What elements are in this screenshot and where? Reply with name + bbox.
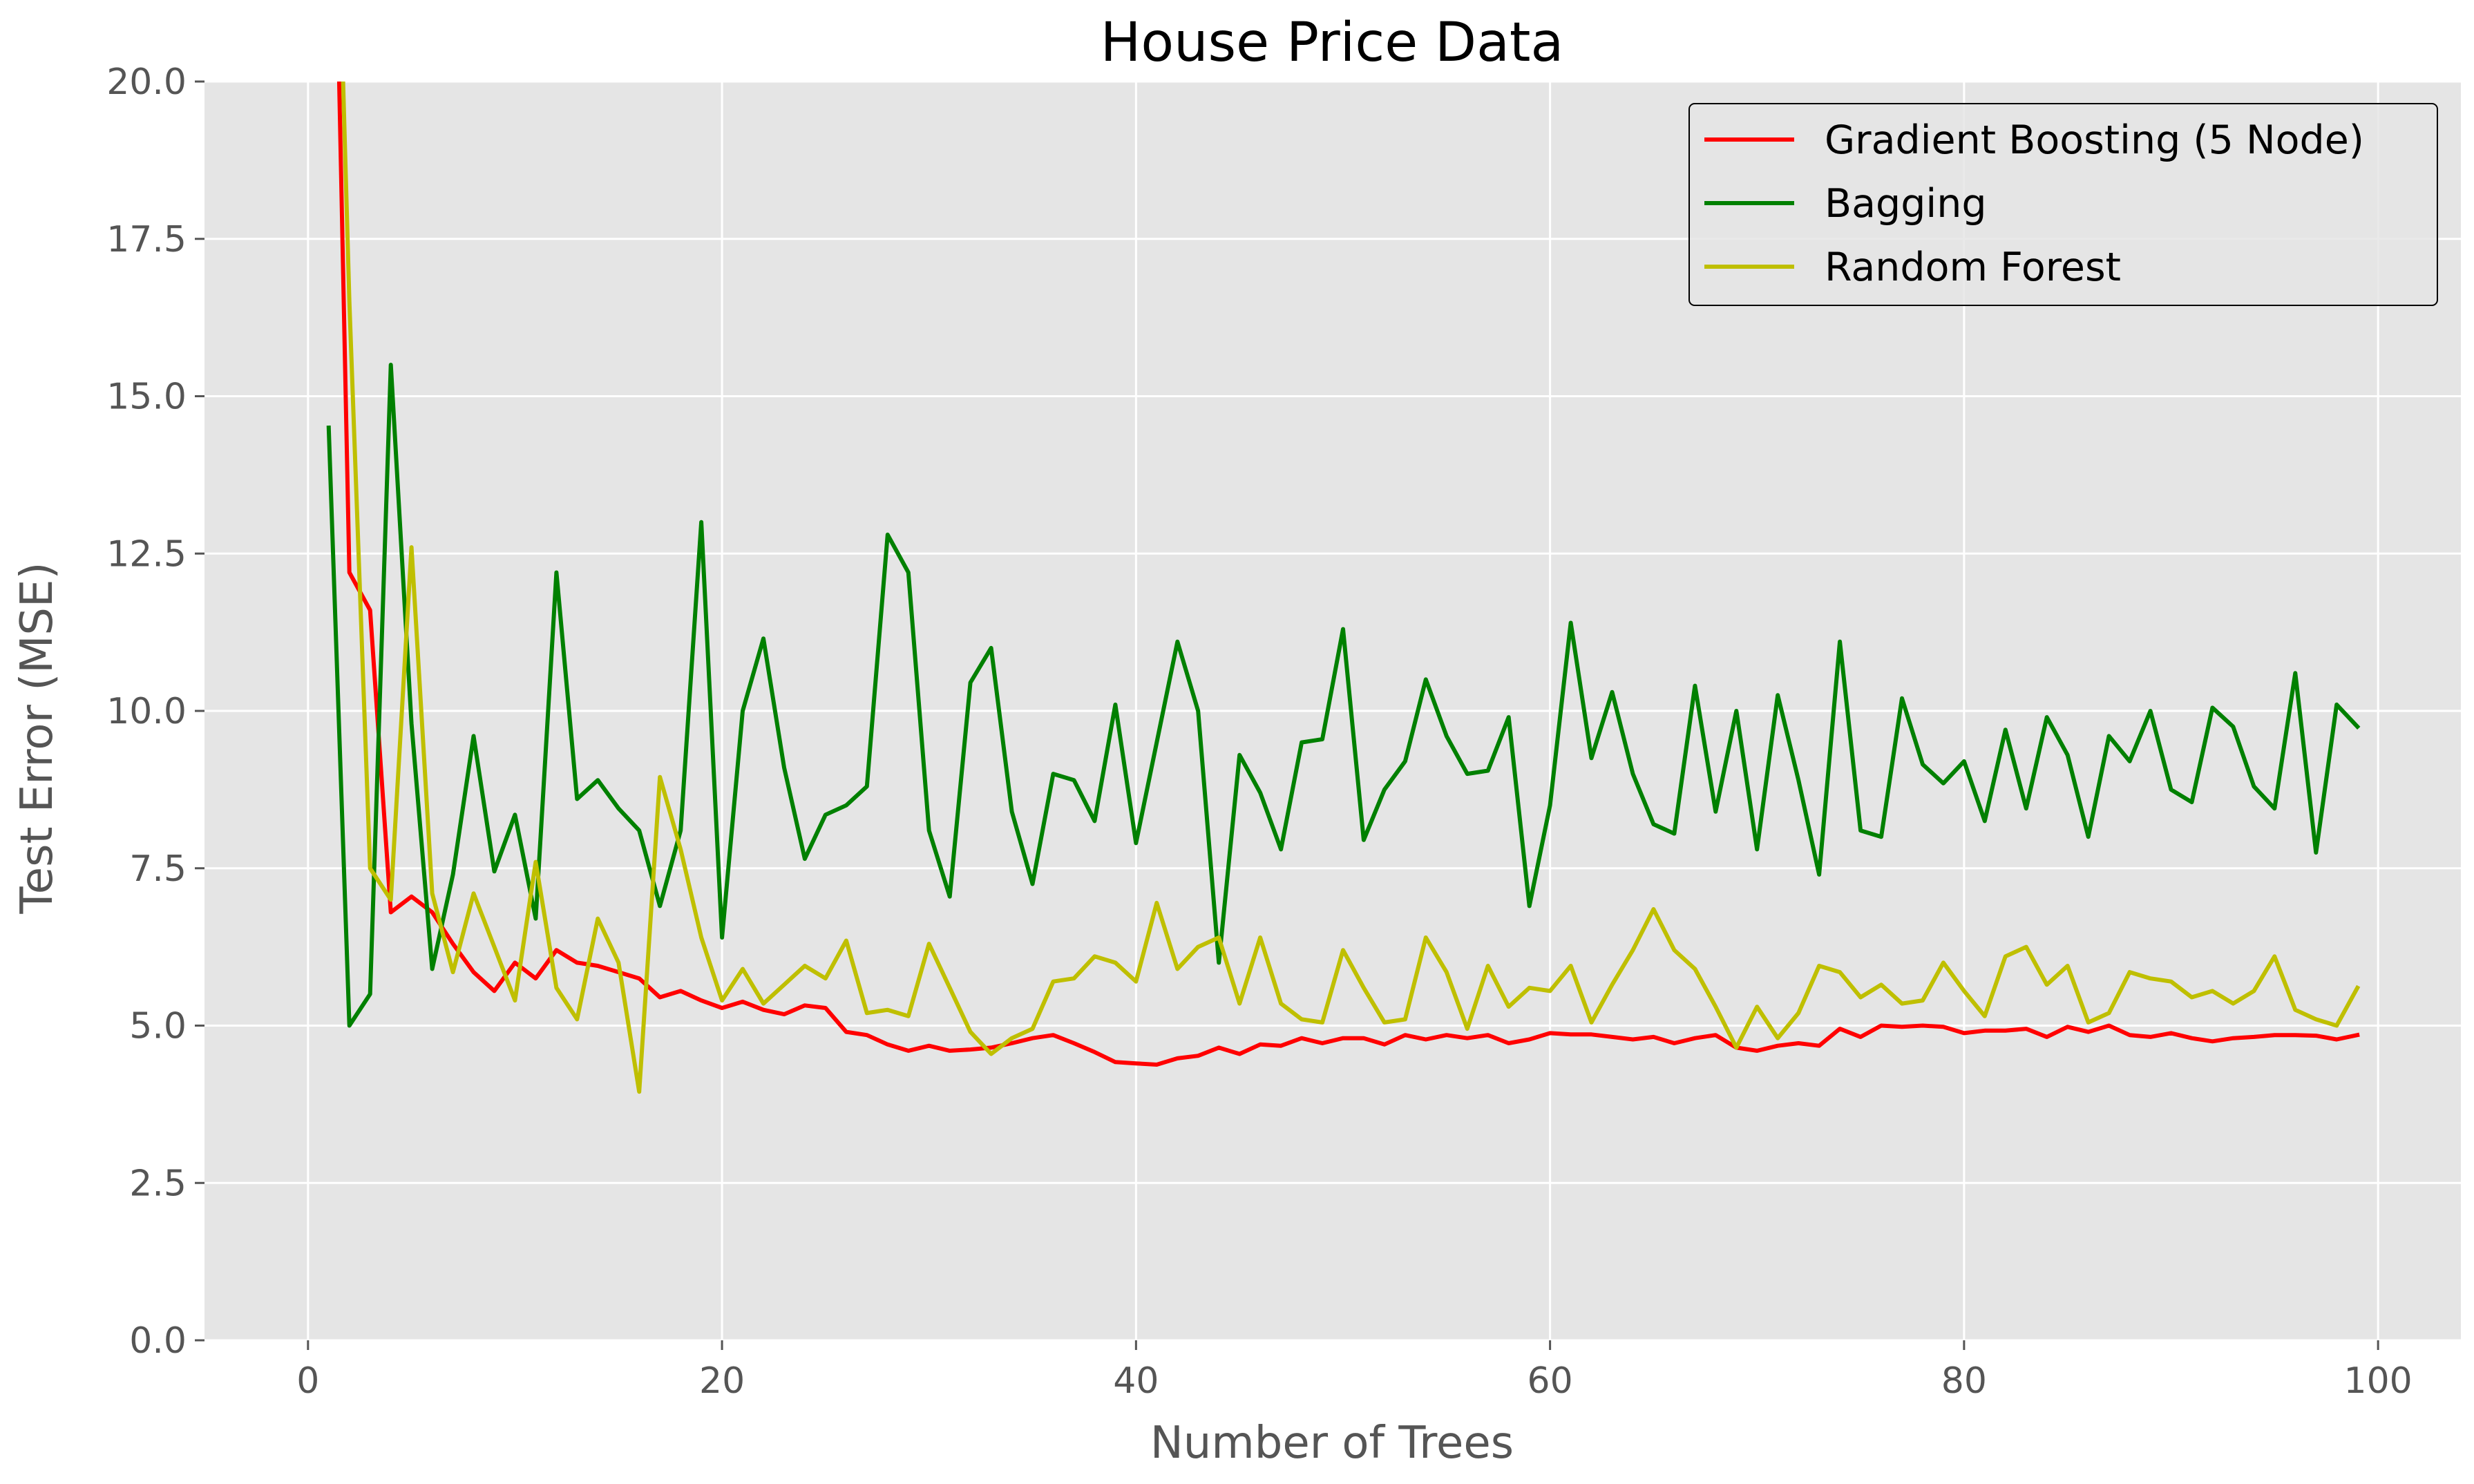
axis-ticks: 0 20 40 60 80 100 0.0 2.5 5.0 7.5 10.0 12.5 15.0 17.5… xyxy=(106,61,2413,1402)
y-tick-label: 17.5 xyxy=(106,219,187,260)
chart-title: House Price Data xyxy=(1101,12,1564,74)
y-tick-label: 7.5 xyxy=(129,848,187,890)
legend-label: Bagging xyxy=(1825,181,1987,227)
y-tick-label: 10.0 xyxy=(106,691,187,732)
series-lines xyxy=(326,82,2361,1094)
y-tick-label: 20.0 xyxy=(106,61,187,103)
y-tick-label: 15.0 xyxy=(106,377,187,418)
series-line-0 xyxy=(336,82,2360,1067)
y-tick-label: 12.5 xyxy=(106,533,187,575)
x-tick-label: 80 xyxy=(1941,1360,1987,1402)
x-tick-label: 60 xyxy=(1528,1360,1573,1402)
y-tick-label: 0.0 xyxy=(129,1320,187,1362)
legend-label: Random Forest xyxy=(1825,245,2121,290)
series-line-2 xyxy=(341,82,2361,1094)
legend-label: Gradient Boosting (5 Node) xyxy=(1825,117,2364,163)
y-tick-label: 2.5 xyxy=(129,1163,187,1204)
x-tick-label: 40 xyxy=(1113,1360,1159,1402)
x-tick-label: 100 xyxy=(2344,1360,2413,1402)
y-axis-label: Test Error (MSE) xyxy=(12,562,63,915)
series-line-1 xyxy=(326,363,2361,1028)
legend: Gradient Boosting (5 Node) Bagging Random … xyxy=(1688,103,2438,306)
x-axis-label: Number of Trees xyxy=(1150,1418,1514,1469)
x-tick-label: 0 xyxy=(296,1360,319,1402)
x-tick-label: 20 xyxy=(699,1360,745,1402)
y-tick-label: 5.0 xyxy=(129,1006,187,1047)
legend-box xyxy=(1688,103,2438,306)
grid xyxy=(204,80,2461,1342)
